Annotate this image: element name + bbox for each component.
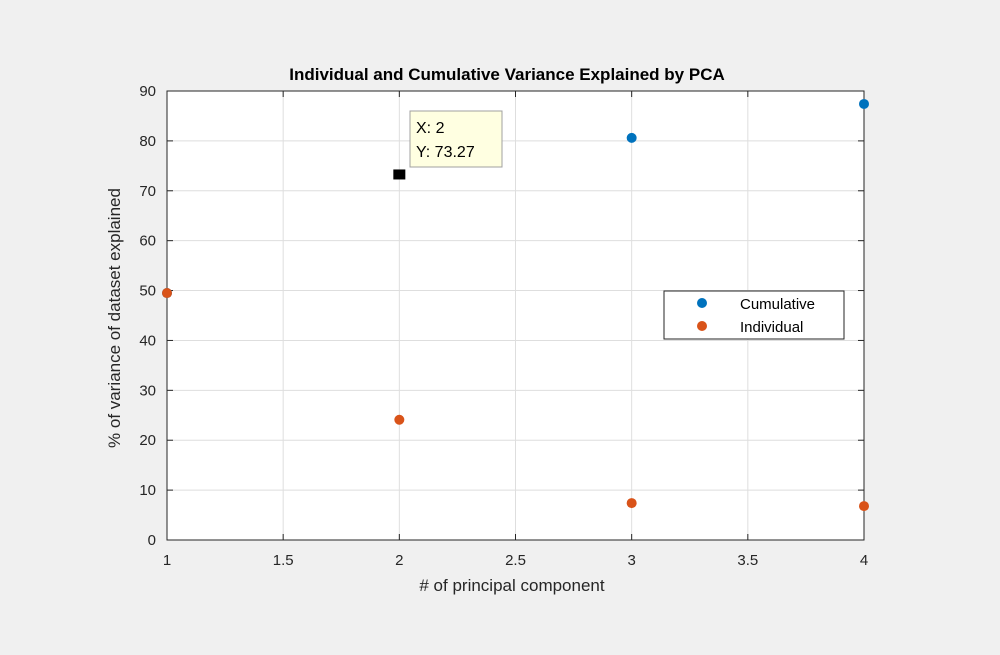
data-point-individual[interactable]	[626, 498, 637, 509]
y-tick-label: 50	[139, 283, 156, 300]
x-tick-label: 3.5	[737, 552, 758, 569]
data-points	[162, 98, 869, 512]
y-tick-label: 90	[139, 83, 156, 100]
x-tick-label: 2.5	[505, 552, 526, 569]
y-tick-label: 30	[139, 382, 156, 399]
x-tick-label: 2	[395, 552, 403, 569]
x-tick-label: 1.5	[273, 552, 294, 569]
legend-marker-individual	[697, 321, 707, 331]
datatip[interactable]: X: 2 Y: 73.27	[393, 110, 503, 180]
data-point-individual[interactable]	[859, 501, 869, 512]
y-tick-label: 80	[139, 133, 156, 150]
y-axis-label: % of variance of dataset explained	[105, 188, 124, 448]
y-tick-label: 20	[139, 432, 156, 449]
data-point-cumulative[interactable]	[859, 98, 869, 109]
datatip-box	[409, 110, 503, 168]
legend[interactable]: Cumulative Individual	[663, 290, 845, 340]
y-tick-label: 40	[139, 332, 156, 349]
data-point-individual[interactable]	[162, 288, 172, 299]
y-tick-label: 60	[139, 233, 156, 250]
legend-marker-cumulative	[697, 298, 707, 308]
legend-label-individual: Individual	[740, 319, 803, 336]
y-tick-label: 0	[148, 532, 156, 549]
x-tick-label: 3	[627, 552, 635, 569]
data-point-individual[interactable]	[394, 414, 405, 425]
chart-title: Individual and Cumulative Variance Expla…	[289, 65, 725, 84]
datatip-x-text: X: 2	[416, 120, 445, 137]
y-tick-label: 70	[139, 183, 156, 200]
datatip-y-text: Y: 73.27	[416, 144, 475, 161]
x-tick-label: 4	[860, 552, 868, 569]
legend-box	[663, 290, 845, 340]
x-tick-label: 1	[163, 552, 171, 569]
y-tick-label: 10	[139, 482, 156, 499]
legend-label-cumulative: Cumulative	[740, 296, 815, 313]
x-axis-label: # of principal component	[419, 576, 605, 595]
data-point-cumulative[interactable]	[626, 132, 637, 143]
datatip-marker[interactable]	[393, 169, 406, 180]
